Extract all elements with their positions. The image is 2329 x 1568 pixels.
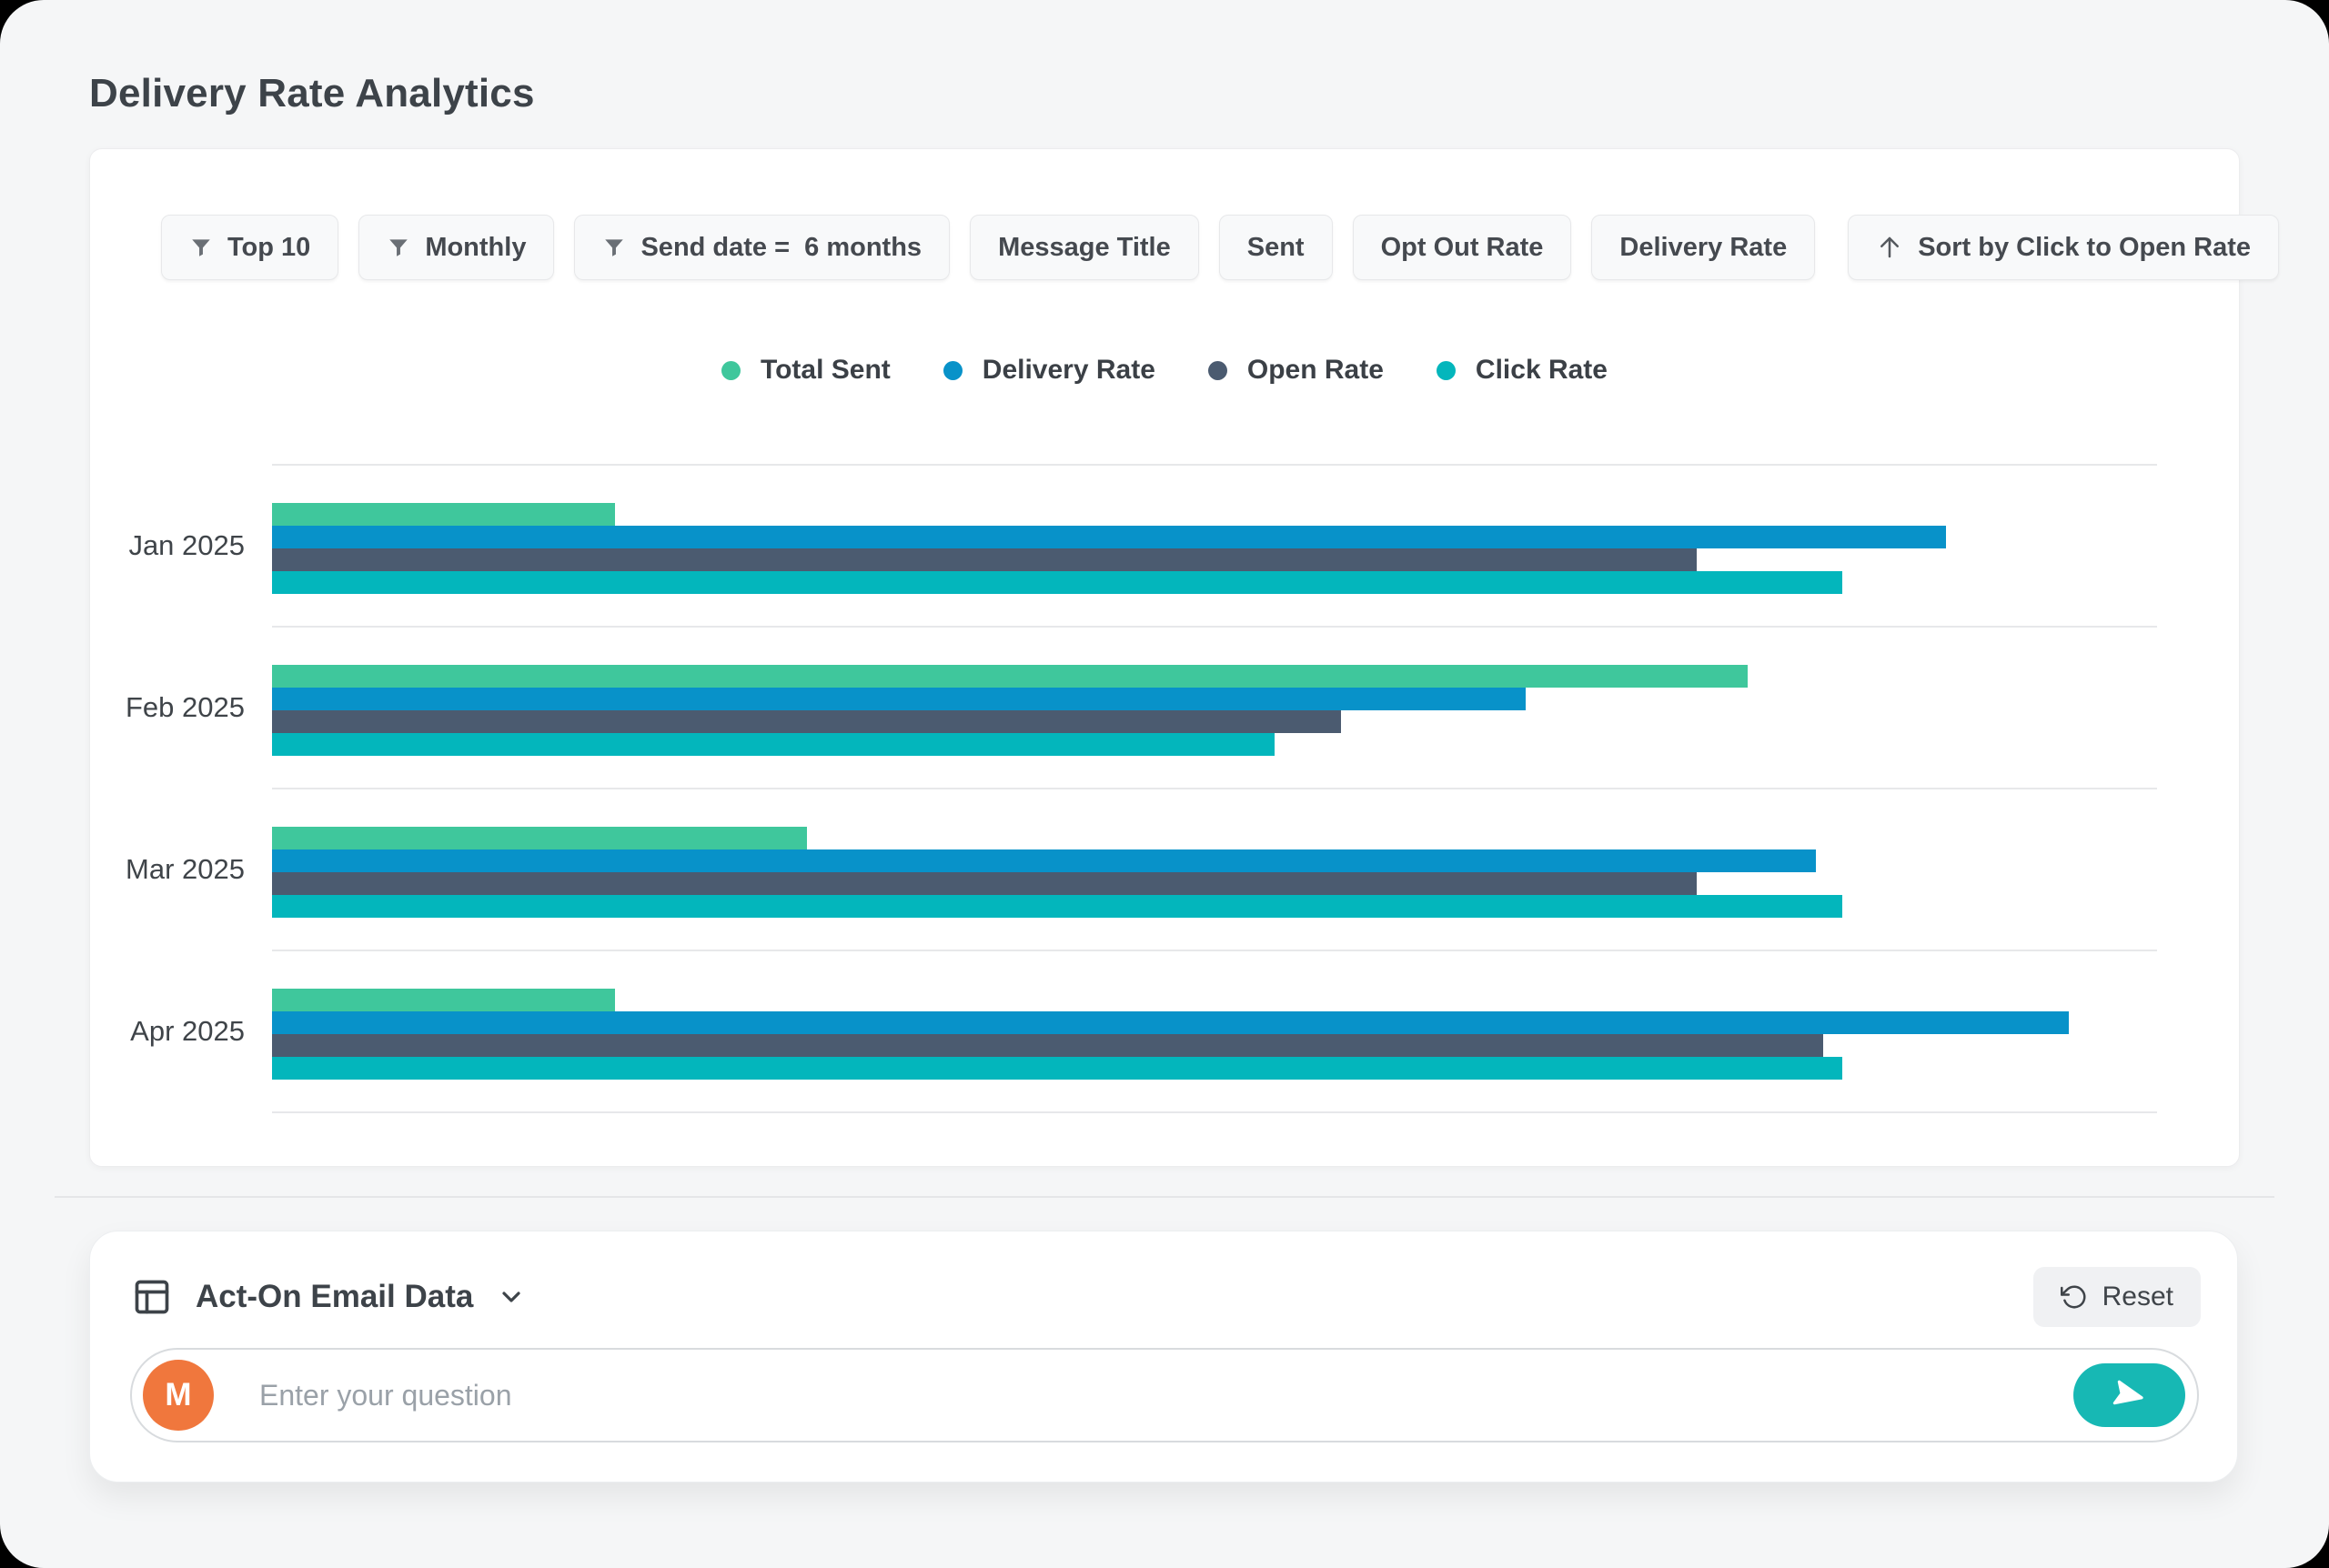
reset-icon — [2060, 1285, 2086, 1309]
filter-chips-row: Top 10 Monthly Send date = 6 months Message… — [161, 215, 2279, 280]
reset-label: Reset — [2102, 1282, 2173, 1312]
funnel-icon — [389, 239, 408, 256]
chip-label: Message Title — [998, 232, 1171, 262]
bar-click-rate — [272, 733, 1275, 756]
legend-label: Delivery Rate — [982, 355, 1155, 385]
bar-chart-plot: Jan 2025 Feb 2025 Mar 2025 Apr 2025 — [126, 464, 2157, 1113]
bar-open-rate — [272, 710, 1341, 733]
chat-header: Act-On Email Data Reset — [132, 1264, 2201, 1330]
legend-dot-icon — [1436, 360, 1456, 380]
legend-item-delivery-rate[interactable]: Delivery Rate — [943, 355, 1155, 386]
chip-label: Send date = 6 months — [640, 232, 923, 262]
category-label: Jan 2025 — [128, 529, 245, 561]
filter-chip-monthly[interactable]: Monthly — [358, 215, 555, 280]
chip-label: Opt Out Rate — [1380, 232, 1544, 262]
bar-group — [272, 827, 2157, 918]
bar-total-sent — [272, 827, 808, 849]
bar-click-rate — [272, 1057, 1842, 1080]
bar-open-rate — [272, 548, 1698, 571]
avatar: M — [143, 1360, 214, 1431]
filter-chip-sort-by-click-to-open-rate[interactable]: Sort by Click to Open Rate — [1848, 215, 2279, 280]
legend-item-total-sent[interactable]: Total Sent — [721, 355, 891, 386]
filter-chip-opt-out-rate[interactable]: Opt Out Rate — [1352, 215, 1572, 280]
bar-total-sent — [272, 665, 1749, 688]
bar-group — [272, 989, 2157, 1080]
chevron-down-icon — [502, 1292, 520, 1302]
bar-group — [272, 665, 2157, 756]
legend-label: Click Rate — [1475, 355, 1608, 385]
category-label: Apr 2025 — [130, 1015, 245, 1047]
bar-click-rate — [272, 571, 1842, 594]
chip-label: Delivery Rate — [1619, 232, 1788, 262]
legend-dot-icon — [721, 360, 741, 380]
funnel-icon — [192, 239, 210, 256]
send-icon — [2112, 1380, 2143, 1405]
page-title: Delivery Rate Analytics — [89, 71, 535, 116]
bar-delivery-rate — [272, 1011, 2069, 1034]
reset-button[interactable]: Reset — [2032, 1267, 2201, 1327]
legend-label: Open Rate — [1246, 355, 1384, 385]
bar-open-rate — [272, 872, 1698, 895]
funnel-icon — [605, 239, 624, 256]
arrow-up-icon — [1880, 236, 1900, 258]
chart-row-jan-2025: Jan 2025 — [128, 464, 2157, 626]
chip-label: Top 10 — [227, 232, 311, 262]
filter-chip-message-title[interactable]: Message Title — [970, 215, 1199, 280]
bar-click-rate — [272, 895, 1842, 918]
chip-label: Sent — [1246, 232, 1305, 262]
filter-chip-send-date-6-months[interactable]: Send date = 6 months — [574, 215, 951, 280]
chart-row-mar-2025: Mar 2025 — [126, 788, 2157, 950]
data-source-label: Act-On Email Data — [196, 1279, 474, 1314]
chat-panel: Act-On Email Data Reset M — [89, 1231, 2238, 1483]
question-input-container: M — [130, 1348, 2199, 1442]
category-label: Mar 2025 — [126, 853, 245, 885]
send-button[interactable] — [2073, 1363, 2185, 1427]
section-divider — [55, 1196, 2274, 1198]
bar-delivery-rate — [272, 688, 1526, 710]
chart-row-apr-2025: Apr 2025 — [130, 950, 2157, 1111]
chip-label: Sort by Click to Open Rate — [1918, 232, 2251, 262]
legend-label: Total Sent — [761, 355, 891, 385]
question-input[interactable] — [257, 1377, 2073, 1413]
bar-total-sent — [272, 989, 616, 1011]
filter-chip-delivery-rate[interactable]: Delivery Rate — [1591, 215, 1816, 280]
bar-delivery-rate — [272, 849, 1816, 872]
filter-chip-top-10[interactable]: Top 10 — [161, 215, 339, 280]
data-source-selector[interactable]: Act-On Email Data — [132, 1277, 526, 1317]
category-label: Feb 2025 — [126, 691, 245, 723]
legend-item-click-rate[interactable]: Click Rate — [1436, 355, 1608, 386]
bar-group — [272, 503, 2157, 594]
analytics-chart-card: Top 10 Monthly Send date = 6 months Message… — [89, 148, 2279, 1167]
filter-chip-sent[interactable]: Sent — [1218, 215, 1333, 280]
legend-item-open-rate[interactable]: Open Rate — [1207, 355, 1384, 386]
chart-row-feb-2025: Feb 2025 — [126, 626, 2157, 788]
bar-delivery-rate — [272, 526, 1946, 548]
chip-label: Monthly — [425, 232, 527, 262]
legend-dot-icon — [943, 360, 963, 380]
table-icon — [135, 1280, 169, 1314]
legend-dot-icon — [1207, 360, 1227, 380]
chart-legend: Total Sent Delivery Rate Open Rate Click Ra… — [90, 355, 2239, 386]
bar-open-rate — [272, 1034, 1824, 1057]
bar-total-sent — [272, 503, 616, 526]
